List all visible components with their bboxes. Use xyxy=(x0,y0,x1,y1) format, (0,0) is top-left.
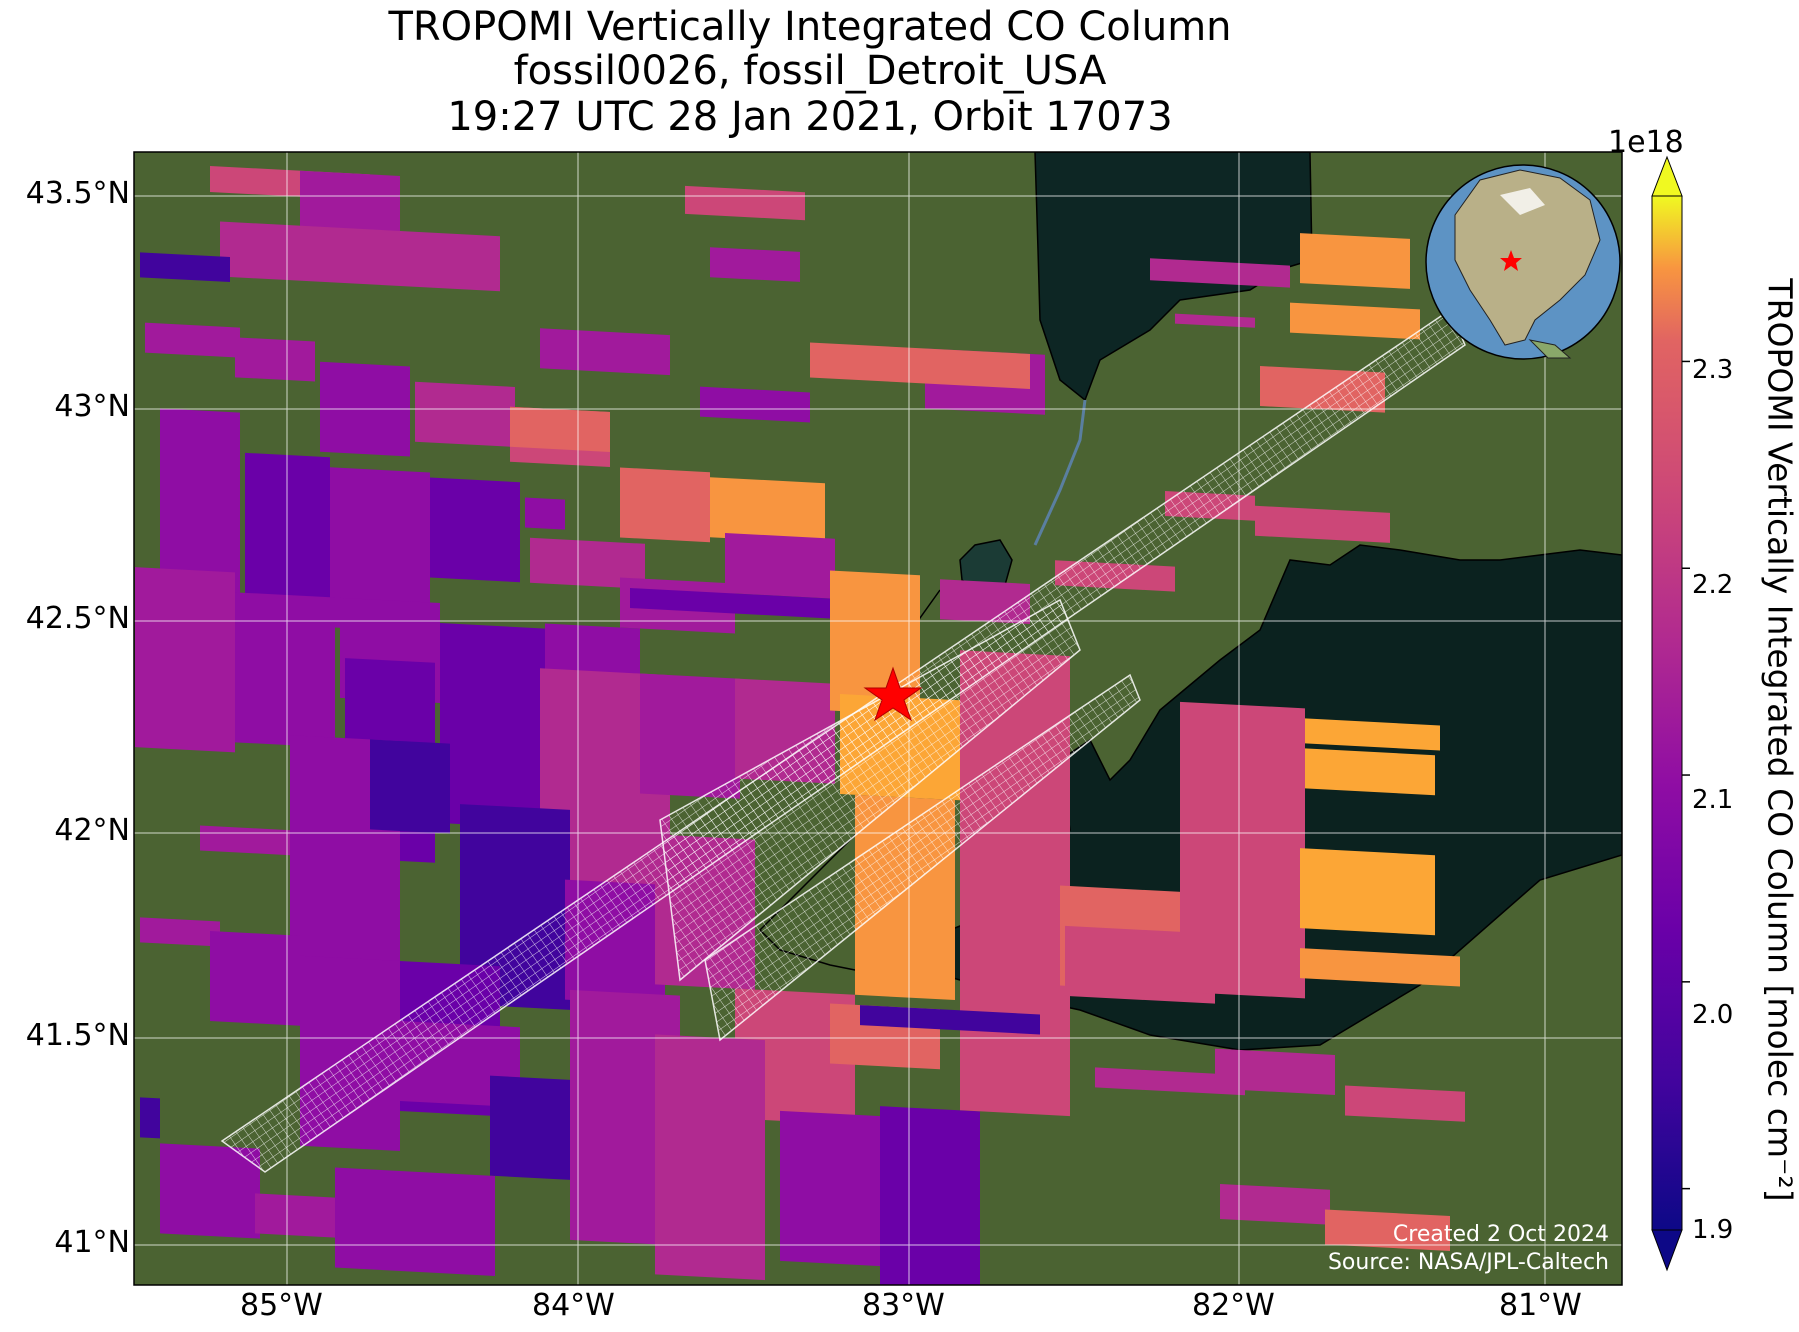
co-pixel xyxy=(140,252,230,283)
globe-star-icon xyxy=(1500,250,1522,271)
co-pixel xyxy=(620,467,710,543)
swath-footprint-detroit xyxy=(659,598,1081,982)
co-pixel xyxy=(145,322,240,358)
swath-outline xyxy=(220,308,1466,1173)
target-star-icon xyxy=(863,666,923,722)
co-pixel xyxy=(1175,313,1255,328)
co-column-pixels xyxy=(135,166,1465,1312)
colorbar-tick-1-9: 1.9 xyxy=(1692,1215,1734,1245)
co-pixel xyxy=(640,673,740,799)
co-pixel xyxy=(1220,1183,1330,1225)
co-pixel xyxy=(1290,302,1420,340)
co-pixel xyxy=(415,381,515,447)
co-pixel xyxy=(655,1034,765,1281)
co-pixel xyxy=(210,931,300,1026)
co-pixel xyxy=(425,1287,515,1312)
co-pixel xyxy=(880,1106,980,1285)
colorbar-tick-2-0: 2.0 xyxy=(1692,1000,1734,1030)
co-pixel xyxy=(440,623,550,829)
co-pixel xyxy=(200,825,300,856)
co-pixel xyxy=(370,739,450,834)
co-pixel xyxy=(220,221,500,292)
co-pixel xyxy=(725,532,835,599)
globe-ice xyxy=(1500,188,1545,215)
lat-tick-41: 41°N xyxy=(54,1225,130,1260)
title-line-2: fossil0026, fossil_Detroit_USA xyxy=(513,48,1107,94)
lat-tick-43-5: 43.5°N xyxy=(25,176,130,211)
lon-tick-83: 83°W xyxy=(862,1288,945,1323)
lon-tick-82: 82°W xyxy=(1192,1288,1275,1323)
globe-south-america xyxy=(1528,339,1572,359)
colorbar-tick-2-1: 2.1 xyxy=(1692,785,1734,815)
co-pixel xyxy=(710,247,800,282)
co-pixel xyxy=(1305,718,1440,751)
co-pixel xyxy=(570,989,680,1246)
co-pixel xyxy=(860,1005,1040,1035)
map-frame xyxy=(133,151,1623,1286)
co-pixel xyxy=(1065,925,1215,1004)
co-pixel xyxy=(140,1097,160,1139)
co-pixel xyxy=(700,386,810,423)
co-pixel xyxy=(525,497,565,530)
co-pixel xyxy=(685,185,805,221)
co-pixel xyxy=(1300,848,1435,936)
co-pixel xyxy=(1095,1067,1245,1096)
st-clair-river xyxy=(1033,399,1087,546)
co-pixel xyxy=(540,668,670,896)
co-pixel xyxy=(1180,701,1305,999)
lat-tick-42-5: 42.5°N xyxy=(25,601,130,636)
lon-tick-85: 85°W xyxy=(240,1288,323,1323)
co-pixel xyxy=(1345,1085,1465,1122)
colorbar-tick-2-2: 2.2 xyxy=(1692,570,1734,600)
lon-tick-81: 81°W xyxy=(1499,1288,1582,1323)
lon-tick-84: 84°W xyxy=(532,1288,615,1323)
co-pixel xyxy=(540,328,670,376)
co-pixel xyxy=(235,337,315,382)
gridlines xyxy=(134,152,1622,1285)
title-line-3: 19:27 UTC 28 Jan 2021, Orbit 17073 xyxy=(447,94,1173,140)
co-pixel xyxy=(140,917,220,947)
colorbar-label: TROPOMI Vertically Integrated CO Column … xyxy=(1760,278,1799,1202)
co-pixel xyxy=(780,1110,900,1268)
co-pixel xyxy=(1300,233,1410,289)
co-pixel xyxy=(1150,258,1290,288)
co-pixel xyxy=(1325,1209,1450,1251)
co-pixel xyxy=(630,588,830,619)
co-pixel xyxy=(830,570,920,716)
colorbar-extend-max xyxy=(1651,155,1683,197)
credit-created: Created 2 Oct 2024 xyxy=(1392,1222,1609,1247)
lat-tick-43: 43°N xyxy=(54,389,130,424)
co-pixel xyxy=(510,406,610,452)
co-pixel xyxy=(255,1193,345,1239)
globe-north-america xyxy=(1454,169,1601,346)
colorbar-exponent: 1e18 xyxy=(1608,125,1684,160)
lat-tick-41-5: 41.5°N xyxy=(25,1018,130,1053)
title-line-1: TROPOMI Vertically Integrated CO Column xyxy=(388,4,1232,50)
co-pixel xyxy=(430,477,520,583)
co-pixel xyxy=(1300,948,1460,987)
co-pixel xyxy=(1305,748,1435,796)
inset-globe xyxy=(1425,164,1621,360)
co-pixel xyxy=(1215,1048,1335,1095)
colorbar-tick-2-3: 2.3 xyxy=(1692,355,1734,385)
co-pixel xyxy=(160,1143,260,1239)
colorbar-extend-min xyxy=(1651,1229,1683,1272)
co-pixel xyxy=(330,467,430,633)
swath-footprint-south xyxy=(704,673,1141,1042)
credit-source: Source: NASA/JPL-Caltech xyxy=(1327,1250,1609,1275)
co-pixel xyxy=(135,567,235,753)
colorbar-ticks xyxy=(1682,360,1690,1190)
colorbar-gradient xyxy=(1651,195,1683,1231)
lat-tick-42: 42°N xyxy=(54,813,130,848)
co-pixel xyxy=(530,537,645,589)
co-pixel xyxy=(490,1075,580,1181)
colorbar xyxy=(1651,155,1690,1272)
co-pixel xyxy=(235,592,335,748)
map-area xyxy=(134,152,1622,1312)
co-pixel xyxy=(810,342,1030,389)
co-pixel xyxy=(1255,505,1390,543)
co-pixel xyxy=(335,1167,495,1276)
co-pixel xyxy=(710,477,825,544)
